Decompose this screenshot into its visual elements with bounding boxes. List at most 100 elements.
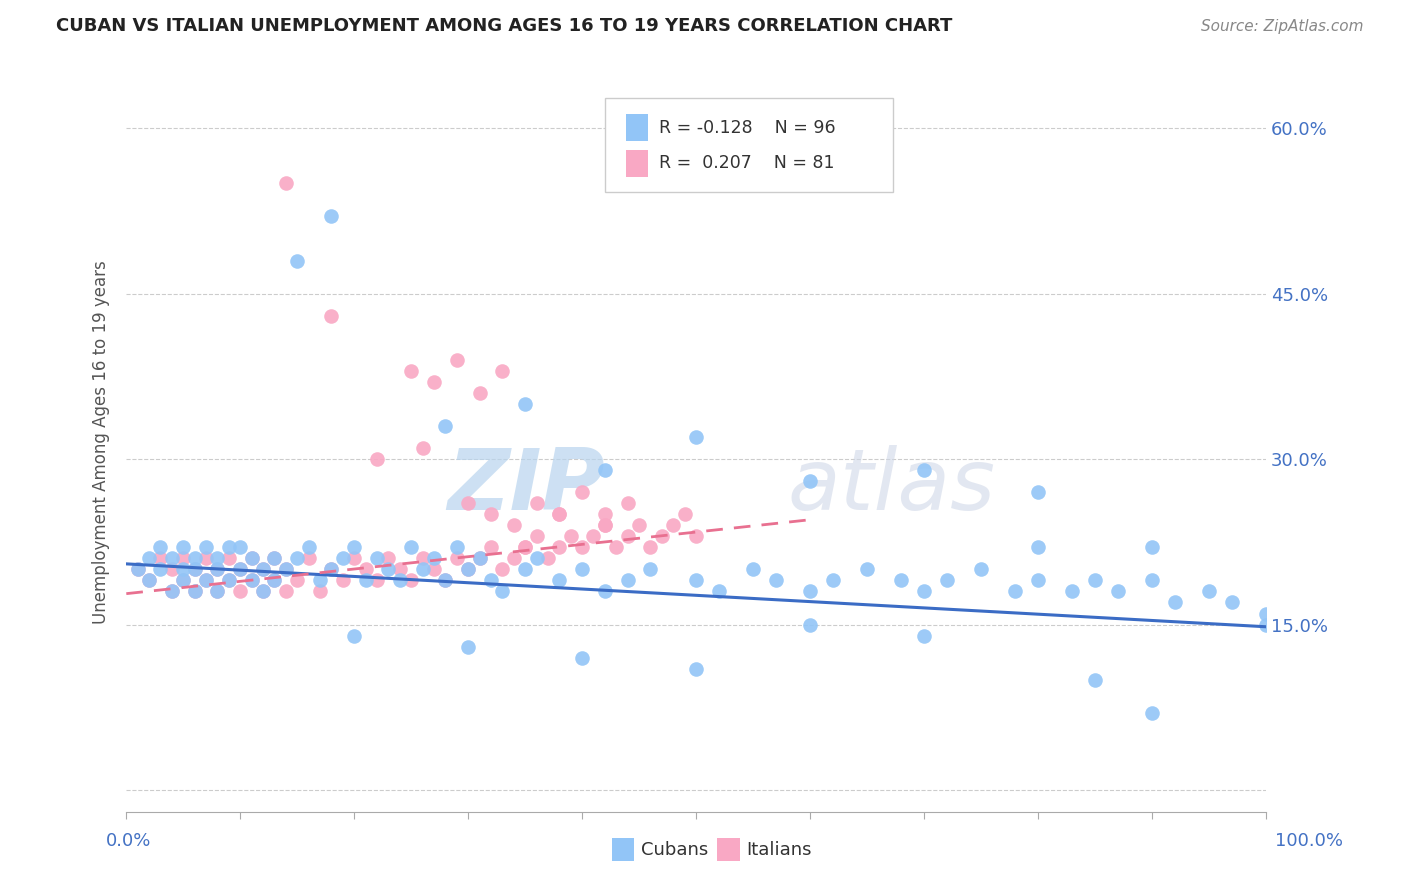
Point [172,562,194,576]
Point [207,584,229,599]
Point [1084,673,1107,687]
Point [526,551,548,566]
Point [218,574,240,588]
Point [537,551,560,566]
Point [172,574,194,588]
Point [593,518,616,533]
Point [423,562,446,576]
Point [468,551,491,566]
Point [274,584,297,599]
Point [628,518,651,533]
Point [183,551,205,566]
Point [377,562,399,576]
Point [446,551,468,566]
Point [183,584,205,599]
Point [195,541,218,555]
Point [526,529,548,543]
Point [252,562,274,576]
Point [560,529,582,543]
Point [1140,574,1163,588]
Point [571,650,593,665]
Point [502,551,524,566]
Point [274,562,297,576]
Point [240,551,263,566]
Point [1026,485,1049,500]
Point [321,210,343,224]
Point [354,574,377,588]
Point [799,584,821,599]
Point [321,562,343,576]
Point [149,551,172,566]
Point [571,541,593,555]
Text: ZIP: ZIP [447,445,605,528]
Point [651,529,673,543]
Point [457,562,479,576]
Point [1220,595,1243,609]
Point [252,584,274,599]
Point [149,562,172,576]
Point [160,584,183,599]
Point [263,574,285,588]
Point [502,518,524,533]
Point [765,574,787,588]
Point [434,419,457,434]
Point [685,574,707,588]
Point [571,485,593,500]
Point [799,617,821,632]
Text: 100.0%: 100.0% [1275,831,1343,849]
Point [195,574,218,588]
Point [354,562,377,576]
Point [582,529,605,543]
Point [252,584,274,599]
Point [640,562,662,576]
Point [673,507,696,521]
Point [366,551,388,566]
Point [513,541,536,555]
Point [593,584,616,599]
Point [423,551,446,566]
Point [388,574,411,588]
Point [685,430,707,444]
Point [343,629,366,643]
Point [526,496,548,510]
Point [172,541,194,555]
Point [183,562,205,576]
Point [274,176,297,190]
Point [479,507,502,521]
Point [890,574,912,588]
Point [309,584,332,599]
Point [856,562,879,576]
Point [593,518,616,533]
Point [1084,574,1107,588]
Point [935,574,957,588]
Point [548,541,571,555]
Point [434,574,457,588]
Point [207,562,229,576]
Point [423,375,446,389]
Point [468,551,491,566]
Point [605,541,627,555]
Point [309,574,332,588]
Text: R = -0.128    N = 96: R = -0.128 N = 96 [659,119,837,136]
Point [240,574,263,588]
Point [685,529,707,543]
Point [377,551,399,566]
Point [172,551,194,566]
Point [229,562,252,576]
Point [399,574,422,588]
Point [1107,584,1129,599]
Point [457,640,479,654]
Point [479,541,502,555]
Point [468,385,491,400]
Point [912,463,935,477]
Point [366,452,388,467]
Text: Source: ZipAtlas.com: Source: ZipAtlas.com [1201,20,1364,34]
Point [491,562,513,576]
Point [172,574,194,588]
Point [343,551,366,566]
Point [138,574,160,588]
Point [160,562,183,576]
Point [399,541,422,555]
Point [491,364,513,378]
Point [491,584,513,599]
